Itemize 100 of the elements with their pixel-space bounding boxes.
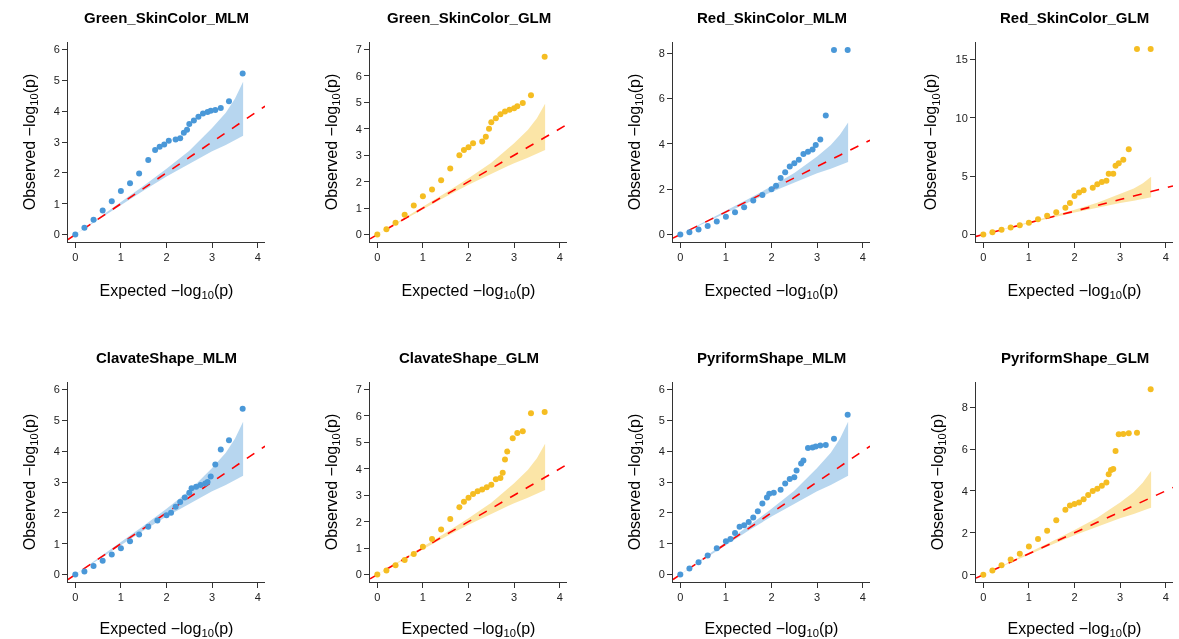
y-tick-label: 3 [53, 475, 60, 488]
x-tick-label: 4 [556, 251, 563, 264]
x-tick-label: 1 [722, 591, 729, 604]
x-axis-title: Expected −log$_{10}$(p) [704, 281, 839, 302]
chart-title: ClavateShape_MLM [96, 349, 237, 366]
y-tick-label: 6 [658, 92, 665, 105]
x-axis-title: Expected −log$_{10}$(p) [401, 619, 536, 639]
y-tick-label: 4 [53, 104, 60, 117]
y-tick-label: 2 [961, 526, 968, 539]
y-tick-label: 5 [53, 414, 60, 427]
x-tick-label: 3 [511, 251, 518, 264]
y-tick-label: 0 [355, 228, 362, 241]
y-tick-label: 4 [53, 444, 60, 457]
x-tick-label: 3 [1117, 591, 1124, 604]
x-tick-label: 4 [859, 251, 866, 264]
y-tick-label: 3 [53, 135, 60, 148]
y-tick-label: 4 [658, 444, 665, 457]
y-tick-label: 1 [53, 197, 60, 210]
x-tick-label: 1 [117, 251, 124, 264]
x-tick-label: 2 [465, 251, 472, 264]
chart-title: Green_SkinColor_GLM [387, 9, 552, 26]
y-tick-label: 6 [355, 69, 362, 82]
x-tick-label: 2 [768, 591, 775, 604]
y-tick-label: 0 [53, 228, 60, 241]
y-tick-label: 3 [355, 149, 362, 162]
x-tick-label: 3 [209, 251, 216, 264]
x-tick-label: 0 [72, 591, 79, 604]
y-tick-label: 8 [658, 47, 665, 60]
y-tick-label: 15 [955, 53, 968, 66]
x-tick-label: 2 [1071, 591, 1078, 604]
x-axis-title: Expected −log$_{10}$(p) [704, 619, 839, 639]
x-tick-label: 0 [980, 591, 987, 604]
y-tick-label: 6 [658, 383, 665, 396]
y-tick-label: 6 [355, 409, 362, 422]
y-tick-label: 0 [355, 568, 362, 581]
x-tick-label: 0 [677, 591, 684, 604]
x-tick-label: 4 [556, 591, 563, 604]
x-tick-label: 1 [419, 251, 426, 264]
y-tick-label: 7 [355, 383, 362, 396]
y-tick-label: 2 [53, 506, 60, 519]
y-tick-label: 2 [355, 175, 362, 188]
y-tick-label: 2 [658, 183, 665, 196]
y-tick-label: 3 [355, 489, 362, 502]
x-tick-label: 2 [163, 251, 170, 264]
y-tick-label: 6 [961, 442, 968, 455]
x-tick-label: 2 [163, 591, 170, 604]
x-tick-label: 2 [768, 251, 775, 264]
x-tick-label: 0 [72, 251, 79, 264]
x-tick-label: 1 [419, 591, 426, 604]
x-tick-label: 4 [859, 591, 866, 604]
y-tick-label: 5 [961, 170, 968, 183]
x-tick-label: 3 [814, 251, 821, 264]
x-tick-label: 4 [1162, 591, 1169, 604]
y-tick-label: 1 [53, 537, 60, 550]
x-tick-label: 0 [980, 251, 987, 264]
y-tick-label: 1 [355, 541, 362, 554]
chart-title: Red_SkinColor_MLM [697, 9, 848, 26]
x-tick-label: 3 [814, 591, 821, 604]
y-tick-label: 4 [355, 122, 362, 135]
chart-title: Red_SkinColor_GLM [1000, 9, 1150, 26]
y-tick-label: 5 [53, 74, 60, 87]
y-tick-label: 10 [955, 111, 968, 124]
x-tick-label: 3 [1117, 251, 1124, 264]
y-tick-label: 0 [658, 228, 665, 241]
x-tick-label: 1 [117, 591, 124, 604]
y-tick-label: 1 [355, 201, 362, 214]
x-tick-label: 2 [1071, 251, 1078, 264]
y-tick-label: 0 [961, 568, 968, 581]
x-axis-title: Expected −log$_{10}$(p) [99, 619, 234, 639]
y-tick-label: 5 [355, 436, 362, 449]
y-tick-label: 8 [961, 400, 968, 413]
x-tick-label: 0 [374, 591, 381, 604]
y-tick-label: 4 [658, 137, 665, 150]
x-axis-title: Expected −log$_{10}$(p) [1007, 281, 1142, 302]
x-tick-label: 1 [722, 251, 729, 264]
x-tick-label: 0 [677, 251, 684, 264]
x-tick-label: 4 [254, 591, 261, 604]
x-tick-label: 0 [374, 251, 381, 264]
y-tick-label: 2 [53, 166, 60, 179]
chart-title: PyriformShape_GLM [1001, 349, 1150, 366]
y-tick-label: 6 [53, 43, 60, 56]
y-tick-label: 5 [658, 414, 665, 427]
x-tick-label: 3 [511, 591, 518, 604]
y-tick-label: 6 [53, 383, 60, 396]
x-tick-label: 2 [465, 591, 472, 604]
y-tick-label: 3 [658, 475, 665, 488]
x-axis-title: Expected −log$_{10}$(p) [1007, 619, 1142, 639]
y-tick-label: 4 [355, 462, 362, 475]
x-tick-label: 3 [209, 591, 216, 604]
chart-title: Green_SkinColor_MLM [84, 9, 250, 26]
x-tick-label: 4 [254, 251, 261, 264]
x-axis-title: Expected −log$_{10}$(p) [99, 281, 234, 302]
y-tick-label: 2 [355, 515, 362, 528]
y-tick-label: 0 [658, 568, 665, 581]
chart-title: ClavateShape_GLM [399, 349, 540, 366]
y-tick-label: 0 [961, 228, 968, 241]
x-axis-title: Expected −log$_{10}$(p) [401, 281, 536, 302]
y-tick-label: 5 [355, 96, 362, 109]
y-tick-label: 2 [658, 506, 665, 519]
y-tick-label: 0 [53, 568, 60, 581]
